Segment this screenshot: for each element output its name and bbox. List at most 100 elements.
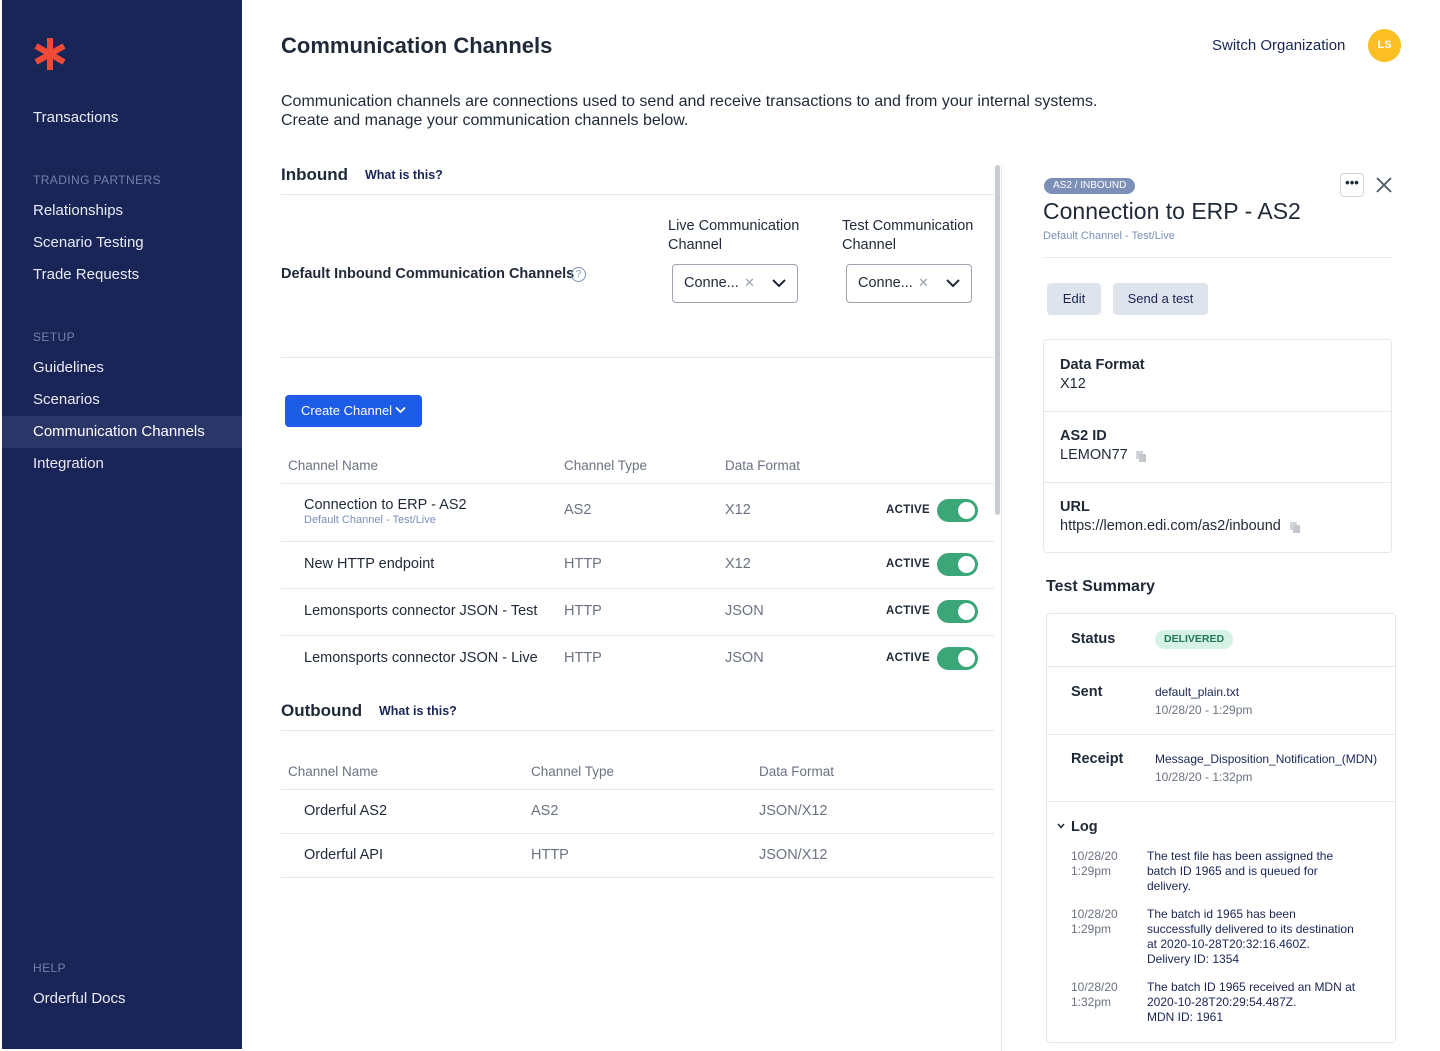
outbound-what-is-this-link[interactable]: What is this? <box>379 704 457 718</box>
sidebar-item-relationships[interactable]: Relationships <box>33 202 124 219</box>
data-format: JSON <box>725 650 764 666</box>
sidebar-item-transactions[interactable]: Transactions <box>33 109 119 126</box>
channel-type-badge: AS2 / INBOUND <box>1044 178 1136 194</box>
help-icon[interactable]: ? <box>571 267 586 282</box>
divider <box>281 635 994 636</box>
sidebar-item-communication-channels[interactable]: Communication Channels <box>2 416 242 448</box>
log-message: The test file has been assigned the batc… <box>1147 849 1379 894</box>
divider <box>1044 411 1391 412</box>
create-channel-button[interactable]: Create Channel <box>285 395 422 427</box>
divider <box>1047 801 1395 802</box>
panel-title: Connection to ERP - AS2 <box>1043 198 1301 224</box>
active-toggle[interactable] <box>937 647 978 670</box>
close-icon[interactable] <box>1375 176 1393 194</box>
data-format: JSON/X12 <box>759 847 828 863</box>
divider <box>281 194 994 195</box>
active-toggle[interactable] <box>937 553 978 576</box>
channel-name[interactable]: Lemonsports connector JSON - Test <box>304 603 538 619</box>
sidebar-item-scenario-testing[interactable]: Scenario Testing <box>33 234 144 251</box>
column-header-channel-name[interactable]: Channel Name <box>288 764 379 779</box>
log-date: 10/28/20 <box>1071 907 1118 921</box>
test-channel-header-line-2: Channel <box>842 237 897 253</box>
clear-icon[interactable]: ✕ <box>744 275 755 290</box>
channel-name[interactable]: Connection to ERP - AS2 <box>304 497 467 513</box>
sent-file-link[interactable]: default_plain.txt <box>1155 685 1240 699</box>
divider <box>281 483 994 484</box>
log-line: The test file has been assigned the <box>1147 849 1334 863</box>
log-line: 2020-10-28T20:29:54.487Z. <box>1147 995 1297 1009</box>
intro-line-2: Create and manage your communication cha… <box>281 112 689 129</box>
channel-name[interactable]: Orderful API <box>304 847 383 863</box>
log-line: The batch ID 1965 received an MDN at <box>1147 980 1356 994</box>
log-line: batch ID 1965 and is queued for <box>1147 864 1318 878</box>
live-channel-header-line-1: Live Communication <box>668 218 800 234</box>
chevron-down-icon[interactable] <box>1057 823 1065 829</box>
test-channel-header: Test Communication Channel <box>842 217 973 255</box>
sidebar-item-scenarios[interactable]: Scenarios <box>33 391 100 408</box>
divider <box>1043 257 1392 258</box>
receipt-file-link[interactable]: Message_Disposition_Notification_(MDN) <box>1155 752 1378 766</box>
data-format: JSON <box>725 603 764 619</box>
channel-name[interactable]: Lemonsports connector JSON - Live <box>304 650 538 666</box>
panel-divider <box>1001 165 1002 1051</box>
log-toggle[interactable]: Log <box>1071 819 1098 835</box>
sidebar-item-guidelines[interactable]: Guidelines <box>33 359 104 376</box>
more-options-button[interactable]: ••• <box>1340 173 1364 197</box>
log-timestamp: 10/28/20 1:29pm <box>1071 907 1118 937</box>
test-summary-card <box>1046 613 1396 1043</box>
avatar[interactable]: LS <box>1368 29 1401 62</box>
log-time: 1:32pm <box>1071 995 1112 1009</box>
sent-label: Sent <box>1071 684 1103 700</box>
channel-type: AS2 <box>531 803 559 819</box>
chevron-down-icon[interactable] <box>771 277 787 289</box>
as2-id-value: LEMON77 <box>1060 447 1128 463</box>
channel-name[interactable]: Orderful AS2 <box>304 803 388 819</box>
url-value: https://lemon.edi.com/as2/inbound <box>1060 518 1281 534</box>
chevron-down-icon[interactable] <box>945 277 961 289</box>
log-line: Delivery ID: 1354 <box>1147 952 1240 966</box>
sidebar-item-trade-requests[interactable]: Trade Requests <box>33 266 140 283</box>
status-label: ACTIVE <box>886 605 930 617</box>
page-title: Communication Channels <box>281 33 553 58</box>
switch-organization-link[interactable]: Switch Organization <box>1212 37 1346 54</box>
copy-icon[interactable] <box>1290 522 1300 533</box>
channel-type: HTTP <box>564 556 602 572</box>
sidebar-section-setup: SETUP <box>33 330 76 344</box>
column-header-data-format[interactable]: Data Format <box>759 764 835 779</box>
column-header-data-format[interactable]: Data Format <box>725 458 801 473</box>
chevron-down-icon <box>395 406 406 414</box>
log-line: MDN ID: 1961 <box>1147 1010 1224 1024</box>
receipt-label: Receipt <box>1071 751 1124 767</box>
sidebar-item-integration[interactable]: Integration <box>33 455 104 472</box>
panel-subtitle: Default Channel - Test/Live <box>1043 230 1175 242</box>
log-message: The batch ID 1965 received an MDN at 202… <box>1147 980 1379 1025</box>
test-channel-select[interactable]: Conne... ✕ <box>846 264 972 303</box>
data-format-label: Data Format <box>1060 357 1145 373</box>
copy-icon[interactable] <box>1136 451 1146 462</box>
column-header-channel-type[interactable]: Channel Type <box>564 458 648 473</box>
active-toggle[interactable] <box>937 499 978 522</box>
scrollbar[interactable] <box>995 165 1000 515</box>
orderful-logo-icon[interactable] <box>32 36 68 72</box>
active-toggle[interactable] <box>937 600 978 623</box>
status-label: Status <box>1071 631 1116 647</box>
column-header-channel-type[interactable]: Channel Type <box>531 764 615 779</box>
status-label: ACTIVE <box>886 558 930 570</box>
sidebar-item-orderful-docs[interactable]: Orderful Docs <box>33 990 126 1007</box>
outbound-heading: Outbound <box>281 701 363 720</box>
inbound-heading: Inbound <box>281 165 349 184</box>
channel-name[interactable]: New HTTP endpoint <box>304 556 435 572</box>
send-test-button[interactable]: Send a test <box>1113 283 1208 315</box>
divider <box>1047 666 1395 667</box>
inbound-what-is-this-link[interactable]: What is this? <box>365 168 443 182</box>
edit-button[interactable]: Edit <box>1047 283 1101 315</box>
status-label: ACTIVE <box>886 652 930 664</box>
live-channel-select[interactable]: Conne... ✕ <box>672 264 798 303</box>
sidebar-section-help: HELP <box>33 961 66 975</box>
clear-icon[interactable]: ✕ <box>918 275 929 290</box>
divider <box>281 789 994 790</box>
divider <box>281 833 994 834</box>
divider <box>281 541 994 542</box>
divider <box>1047 734 1395 735</box>
column-header-channel-name[interactable]: Channel Name <box>288 458 379 473</box>
